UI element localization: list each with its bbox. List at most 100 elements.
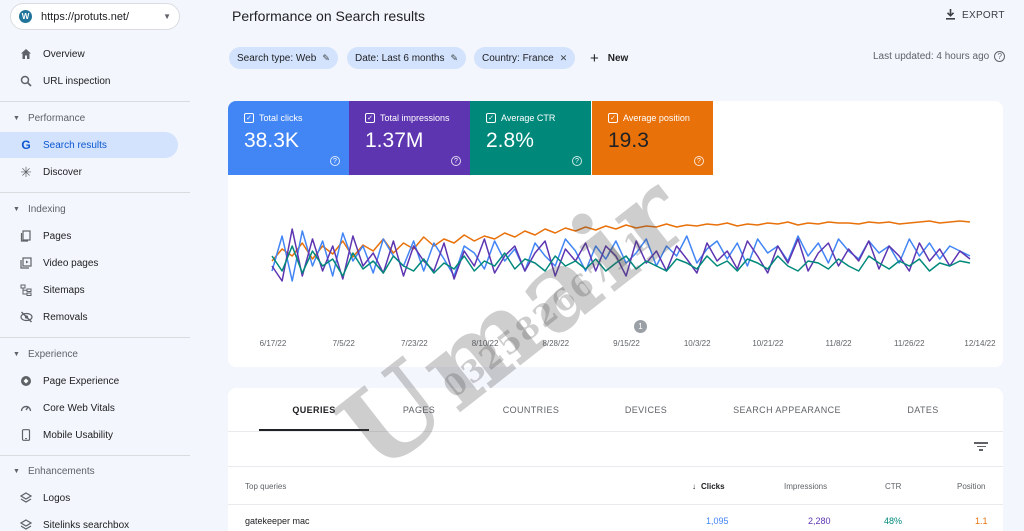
column-header-position[interactable]: Position [957,482,986,491]
filter-chip-search-type[interactable]: Search type: Web ✎ [229,47,338,69]
help-icon[interactable]: ? [572,156,582,166]
sidebar-item-mobile-usability[interactable]: Mobile Usability [0,422,178,448]
tab-dates[interactable]: DATES [907,404,939,415]
video-pages-icon [19,256,33,270]
x-tick-label: 12/14/22 [964,339,996,348]
sidebar: W https://protuts.net/ ▼ Overview URL in… [0,0,190,531]
property-selector[interactable]: W https://protuts.net/ ▼ [10,3,180,30]
metric-total-impressions[interactable]: ✓ Total impressions 1.37M ? [349,101,470,175]
sidebar-item-label: Pages [43,230,72,242]
section-performance[interactable]: ▼ Performance [13,113,85,124]
checkbox-checked-icon[interactable]: ✓ [244,113,254,123]
cell-clicks: 1,095 [706,516,729,526]
google-icon: G [21,138,31,152]
sidebar-item-pages[interactable]: Pages [0,223,178,249]
metric-average-position[interactable]: ✓ Average position 19.3 ? [592,101,713,175]
export-button[interactable]: EXPORT [945,8,1005,23]
sidebar-item-discover[interactable]: ✳ Discover [0,159,178,185]
sidebar-item-label: Search results [43,139,107,151]
help-icon[interactable]: ? [330,156,340,166]
filter-icon[interactable] [974,442,988,451]
section-enhancements[interactable]: ▼ Enhancements [13,466,95,477]
layers-icon [19,491,33,505]
tab-search-appearance[interactable]: SEARCH APPEARANCE [733,404,841,415]
section-label: Indexing [27,204,66,215]
edit-icon[interactable]: ✎ [450,52,459,63]
cell-impressions: 2,280 [808,516,831,526]
tab-queries[interactable]: QUERIES [292,404,336,415]
metric-value: 38.3K [244,129,299,152]
metric-label: Total clicks [259,113,303,123]
last-updated-text: Last updated: 4 hours ago [873,51,990,62]
sidebar-item-core-web-vitals[interactable]: Core Web Vitals [0,395,178,421]
metric-value: 2.8% [486,129,534,152]
page-experience-icon [19,374,33,388]
help-icon[interactable]: ? [694,156,704,166]
sidebar-item-sitemaps[interactable]: Sitemaps [0,277,178,303]
column-header-ctr[interactable]: CTR [885,482,902,491]
tab-countries[interactable]: COUNTRIES [502,404,560,415]
collapse-icon: ▼ [13,351,20,358]
checkbox-checked-icon[interactable]: ✓ [486,113,496,123]
sidebar-item-logos[interactable]: Logos [0,485,178,511]
new-filter-button[interactable]: + New [590,50,628,67]
sidebar-item-label: Overview [43,48,85,60]
sidebar-item-sitelinks-searchbox[interactable]: Sitelinks searchbox [0,512,178,531]
home-icon [19,47,33,61]
page-title: Performance on Search results [232,8,425,24]
chip-label: Search type: Web [237,52,317,64]
annotation-marker[interactable]: 1 [634,320,647,333]
metric-value: 19.3 [608,129,649,152]
sidebar-item-video-pages[interactable]: Video pages [0,250,178,276]
help-icon[interactable]: ? [994,51,1006,62]
column-header-clicks[interactable]: ↓ Clicks [692,482,725,491]
sidebar-item-label: URL inspection [43,75,111,87]
sidebar-item-overview[interactable]: Overview [0,41,178,67]
chip-label: Date: Last 6 months [355,52,445,64]
cell-query[interactable]: gatekeeper mac [245,516,310,526]
edit-icon[interactable]: ✎ [322,52,330,63]
filter-chip-country[interactable]: Country: France ✕ [474,47,576,69]
series-line-2 [271,228,971,282]
metric-label: Total impressions [380,113,450,123]
sidebar-item-label: Sitelinks searchbox [43,519,130,531]
checkbox-checked-icon[interactable]: ✓ [365,113,375,123]
section-label: Performance [27,113,86,124]
eye-off-icon [19,310,33,324]
phone-icon [19,428,33,442]
wordpress-icon: W [19,10,32,23]
help-icon[interactable]: ? [451,156,461,166]
close-icon[interactable]: ✕ [559,52,568,63]
sidebar-item-label: Page Experience [43,375,120,387]
metric-average-ctr[interactable]: ✓ Average CTR 2.8% ? [470,101,591,175]
section-indexing[interactable]: ▼ Indexing [13,204,66,215]
sidebar-item-removals[interactable]: Removals [0,304,178,330]
pages-icon [19,229,33,243]
x-tick-label: 6/17/22 [260,339,287,348]
asterisk-icon: ✳ [20,163,32,180]
new-filter-label: New [607,53,629,64]
sidebar-item-label: Logos [43,492,71,504]
sidebar-item-label: Removals [43,311,88,323]
last-updated: Last updated: 4 hours ago ? [873,51,1006,62]
metric-total-clicks[interactable]: ✓ Total clicks 38.3K ? [228,101,349,175]
sidebar-item-url-inspection[interactable]: URL inspection [0,68,178,94]
filter-chip-date[interactable]: Date: Last 6 months ✎ [347,47,467,69]
sidebar-item-page-experience[interactable]: Page Experience [0,368,178,394]
table-divider [228,466,1003,467]
sidebar-item-label: Mobile Usability [43,429,114,441]
performance-chart-card: 6/17/22 7/5/22 7/23/22 8/10/22 8/28/22 9/15/2… [228,101,1003,367]
export-label: EXPORT [962,10,1005,21]
series-line-3 [271,245,971,277]
x-tick-label: 7/5/22 [333,339,356,348]
sidebar-item-search-results[interactable]: G Search results [0,132,178,158]
section-experience[interactable]: ▼ Experience [13,349,78,360]
tab-pages[interactable]: PAGES [402,404,436,415]
metric-label: Average position [623,113,690,123]
checkbox-checked-icon[interactable]: ✓ [608,113,618,123]
column-header-impressions[interactable]: Impressions [784,482,828,491]
gauge-icon [19,401,33,415]
tab-devices[interactable]: DEVICES [624,404,668,415]
sidebar-divider [0,455,190,456]
chip-label: Country: France [482,52,554,64]
